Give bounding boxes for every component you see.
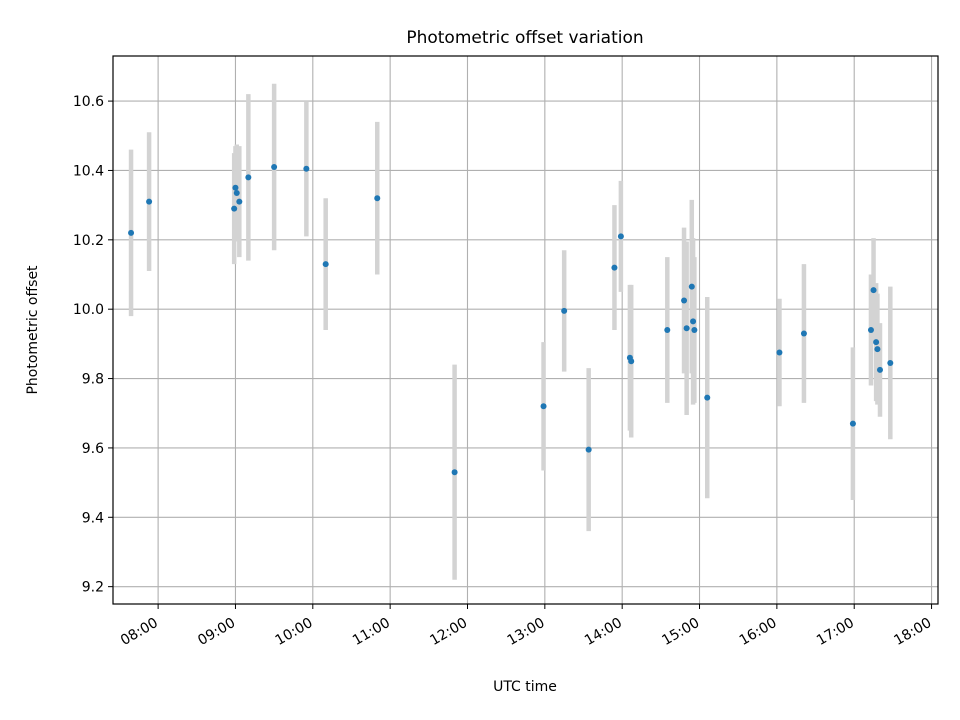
data-point xyxy=(690,318,697,325)
data-point xyxy=(236,198,243,205)
data-point xyxy=(271,163,278,170)
y-tick-label: 9.8 xyxy=(82,372,104,388)
data-point xyxy=(231,205,238,212)
data-point xyxy=(664,327,671,333)
data-point xyxy=(322,261,329,268)
y-axis-label: Photometric offset xyxy=(25,265,41,395)
data-point xyxy=(876,366,883,373)
y-tick-label: 10.6 xyxy=(73,94,104,110)
grid xyxy=(113,56,938,604)
plot-frame xyxy=(112,55,939,605)
y-tick-label: 10.2 xyxy=(73,233,104,249)
data-point xyxy=(245,174,252,181)
y-axis-ticks: 9.2 9.4 9.6 9.8 10.0 10.2 10.4 10.6 xyxy=(73,94,113,596)
data-point xyxy=(585,446,592,453)
data-point xyxy=(867,327,874,333)
data-point xyxy=(874,346,881,353)
data-point xyxy=(873,339,880,346)
data-point xyxy=(128,229,135,236)
data-point xyxy=(303,165,310,172)
y-tick-label: 10.0 xyxy=(73,302,104,318)
data-point xyxy=(451,469,458,476)
data-point xyxy=(628,358,635,365)
data-point xyxy=(233,190,240,196)
data-point xyxy=(704,394,711,401)
data-points xyxy=(128,163,894,476)
data-point xyxy=(617,233,624,240)
data-point xyxy=(232,184,239,191)
data-point xyxy=(683,325,690,332)
data-point xyxy=(800,330,807,337)
y-tick-label: 9.2 xyxy=(82,580,104,596)
data-point xyxy=(374,195,381,202)
data-point xyxy=(691,327,698,333)
y-tick-label: 9.6 xyxy=(82,441,104,457)
data-point xyxy=(611,264,618,271)
data-point xyxy=(870,287,877,294)
data-point xyxy=(561,307,568,314)
y-tick-label: 10.4 xyxy=(73,163,104,179)
chart-title: Photometric offset variation xyxy=(406,28,643,48)
data-point xyxy=(146,198,153,205)
x-axis-label: UTC time xyxy=(493,679,557,695)
data-point xyxy=(887,359,894,366)
data-point xyxy=(688,283,695,290)
data-point xyxy=(540,403,547,410)
data-point xyxy=(776,349,783,356)
data-point xyxy=(849,420,856,427)
data-point xyxy=(681,297,688,304)
y-tick-label: 9.4 xyxy=(82,510,104,526)
